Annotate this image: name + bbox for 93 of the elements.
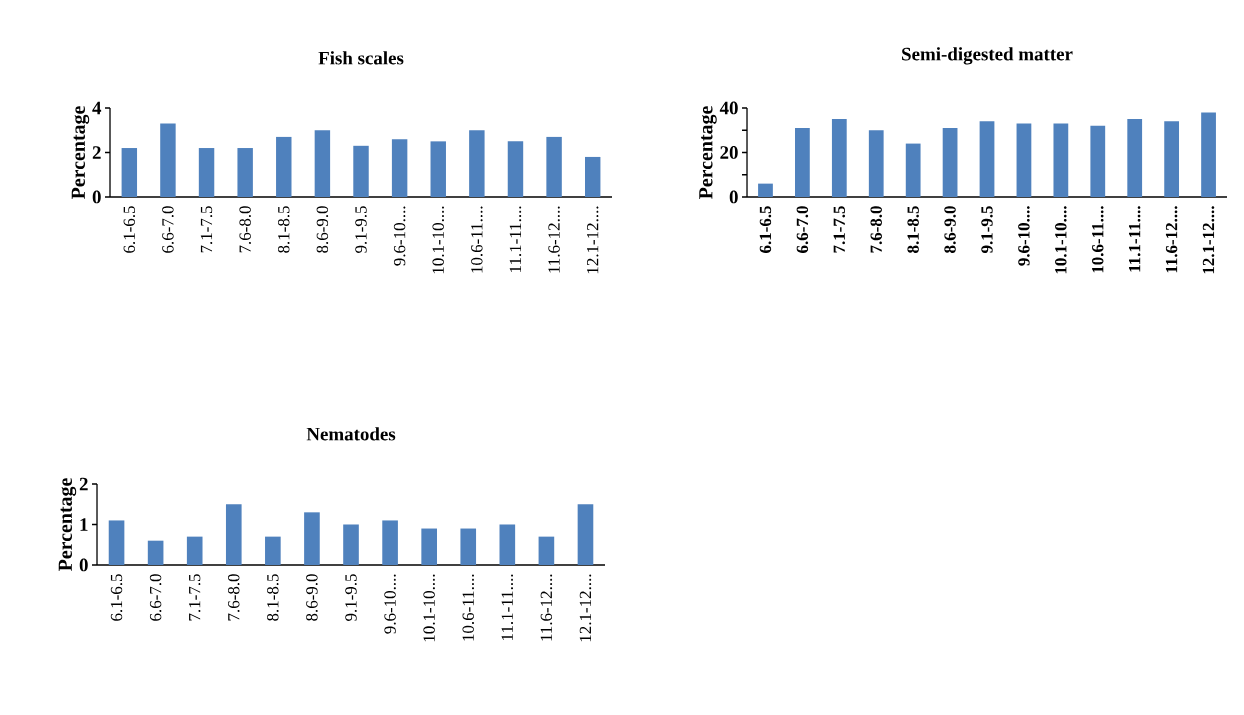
bar <box>538 536 555 565</box>
x-tick-label: 10.1-10.... <box>423 574 435 642</box>
y-tick-label: 0 <box>79 558 88 572</box>
chart-title: Semi-digested matter <box>902 47 1073 65</box>
bar <box>868 130 884 197</box>
bar <box>758 183 773 197</box>
bar <box>353 145 369 197</box>
x-tick-label: 12.1-12.... <box>586 206 599 274</box>
chart-title: Fish scales <box>318 51 404 65</box>
bar <box>942 128 958 197</box>
y-tick-label: 20 <box>720 146 738 159</box>
x-tick-label: 10.6-11.... <box>1092 206 1104 273</box>
x-tick-label: 9.1-9.5 <box>345 574 357 621</box>
bar <box>1090 125 1106 197</box>
bar <box>147 540 164 565</box>
y-tick-label: 1 <box>80 518 88 531</box>
x-tick-label: 6.6-7.0 <box>796 206 809 253</box>
bar <box>1016 123 1032 197</box>
y-tick-label: 2 <box>92 146 101 159</box>
bar <box>276 136 292 197</box>
y-tick-label: 0 <box>729 190 738 204</box>
bar <box>1201 112 1216 197</box>
y-tick-label: 2 <box>79 477 88 491</box>
x-tick-label: 6.6-7.0 <box>149 574 162 621</box>
bar <box>577 504 594 565</box>
y-tick-label: 4 <box>92 101 102 115</box>
x-tick-label: 8.1-8.5 <box>907 206 919 253</box>
bar <box>499 524 516 565</box>
bar <box>546 136 562 197</box>
bar <box>382 520 398 565</box>
x-tick-label: 11.6-12.... <box>540 574 553 641</box>
x-tick-label: 11.1-11.... <box>1128 206 1141 272</box>
x-tick-label: 8.1-8.5 <box>278 206 290 253</box>
chart-title: Nematodes <box>306 427 396 441</box>
x-tick-label: 11.6-12.... <box>548 206 560 273</box>
bar <box>979 121 995 197</box>
y-axis-title: Percentage <box>699 106 717 199</box>
bar <box>186 536 203 565</box>
x-tick-label: 8.6-9.0 <box>316 206 329 253</box>
bar <box>1053 123 1069 197</box>
bar <box>237 148 253 197</box>
bar <box>265 536 281 565</box>
x-tick-label: 12.1-12.... <box>1202 206 1215 274</box>
x-tick-label: 7.1-7.5 <box>188 574 201 621</box>
bar <box>421 528 437 565</box>
bar <box>795 128 810 197</box>
bar <box>905 143 921 197</box>
x-tick-label: 10.6-11.... <box>462 574 474 641</box>
bar <box>108 520 125 565</box>
x-tick-label: 7.6-8.0 <box>228 574 240 621</box>
x-tick-label: 9.1-9.5 <box>355 206 367 253</box>
x-tick-label: 10.1-10.... <box>1055 206 1067 274</box>
bar <box>460 528 477 565</box>
y-tick-label: 40 <box>719 101 738 115</box>
x-tick-label: 9.6-10.... <box>384 574 396 634</box>
x-tick-label: 11.1-11.... <box>501 574 514 640</box>
x-tick-label: 9.6-10.... <box>393 206 406 266</box>
bar <box>1164 121 1180 197</box>
y-tick-label: 0 <box>92 190 101 204</box>
x-tick-label: 8.1-8.5 <box>267 574 279 621</box>
x-tick-label: 11.1-11.... <box>509 206 522 272</box>
x-tick-label: 6.1-6.5 <box>123 206 136 253</box>
x-tick-label: 10.1-10.... <box>432 206 444 274</box>
y-axis-title: Percentage <box>71 106 90 199</box>
bar <box>1127 119 1143 197</box>
x-tick-label: 9.6-10.... <box>1018 206 1030 266</box>
x-tick-label: 12.1-12.... <box>579 574 592 642</box>
bar <box>584 156 601 197</box>
bar <box>469 130 485 197</box>
x-tick-label: 9.1-9.5 <box>981 206 993 254</box>
bar <box>160 123 176 197</box>
bar <box>121 148 138 197</box>
x-tick-label: 11.6-12.... <box>1165 206 1178 273</box>
bar <box>225 504 242 565</box>
x-tick-label: 6.6-7.0 <box>162 206 174 253</box>
x-tick-label: 6.1-6.5 <box>110 574 123 621</box>
x-tick-label: 6.1-6.5 <box>759 206 772 253</box>
y-axis-title: Percentage <box>58 478 77 571</box>
x-tick-label: 10.6-11.... <box>471 206 483 273</box>
bar <box>391 139 408 197</box>
bar <box>304 512 320 565</box>
x-tick-label: 7.1-7.5 <box>833 206 846 253</box>
bar <box>507 141 524 197</box>
bar <box>343 524 359 565</box>
x-tick-label: 7.6-8.0 <box>870 206 882 253</box>
x-tick-label: 8.6-9.0 <box>944 206 956 253</box>
x-tick-label: 7.1-7.5 <box>200 206 213 253</box>
bar <box>831 119 847 197</box>
bar <box>198 148 215 197</box>
bar <box>430 141 446 197</box>
x-tick-label: 7.6-8.0 <box>239 206 251 253</box>
bar <box>314 130 331 197</box>
x-tick-label: 8.6-9.0 <box>306 574 318 621</box>
